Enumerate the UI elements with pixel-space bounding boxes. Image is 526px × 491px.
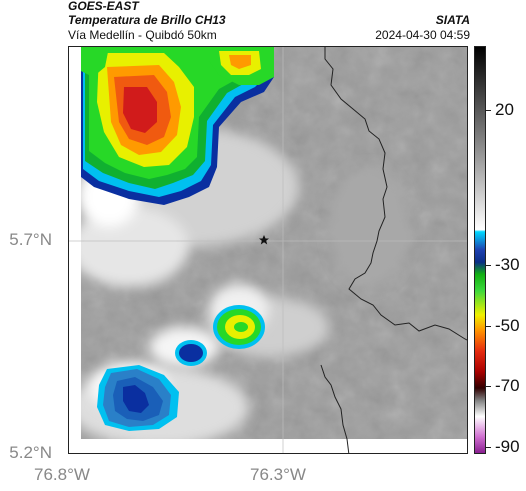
colorbar-label-minus-70: -70	[495, 376, 520, 395]
colorbar-label-minus-30: -30	[495, 255, 520, 274]
colorbar-gradient	[475, 47, 485, 453]
header-left: GOES-EAST Temperatura de Brillo CH13 Vía…	[68, 0, 368, 43]
cold-cloud-system-north	[81, 47, 274, 205]
satellite-name: GOES-EAST	[68, 0, 139, 13]
product-title: Temperatura de Brillo CH13	[68, 13, 226, 27]
colorbar-label-minus-50: -50	[495, 316, 520, 335]
colorbar-tick-minus-30	[486, 265, 491, 266]
colorbar-label-minus-90: -90	[495, 437, 520, 456]
gridlines	[69, 47, 467, 453]
colorbar-tick-minus-50	[486, 326, 491, 327]
border-lines	[320, 47, 467, 453]
cold-cell-east	[213, 305, 265, 349]
longitude-label-76-3: 76.3°W	[250, 465, 306, 484]
latitude-label-5-7: 5.7°N	[9, 230, 52, 249]
latitude-label-5-2: 5.2°N	[9, 443, 52, 462]
colorbar	[474, 46, 486, 454]
region-subtitle: Vía Medellín - Quibdó 50km	[68, 28, 217, 42]
left-margin	[69, 47, 81, 453]
satellite-map[interactable]	[68, 46, 468, 454]
colorbar-tick-minus-70	[486, 386, 491, 387]
map-canvas	[69, 47, 467, 453]
longitude-label-76-8: 76.8°W	[34, 465, 90, 484]
bottom-margin	[69, 439, 467, 453]
cold-cell-center	[175, 340, 207, 366]
colorbar-tick-minus-90	[486, 447, 491, 448]
organization-label: SIATA	[435, 13, 470, 27]
colorbar-label-20: 20	[495, 100, 514, 119]
star-icon	[259, 235, 269, 245]
colorbar-tick-20	[486, 110, 491, 111]
cold-cell-southwest	[97, 365, 179, 431]
header-right: SIATA 2024-04-30 04:59	[270, 0, 470, 43]
datetime-label: 2024-04-30 04:59	[375, 28, 470, 42]
